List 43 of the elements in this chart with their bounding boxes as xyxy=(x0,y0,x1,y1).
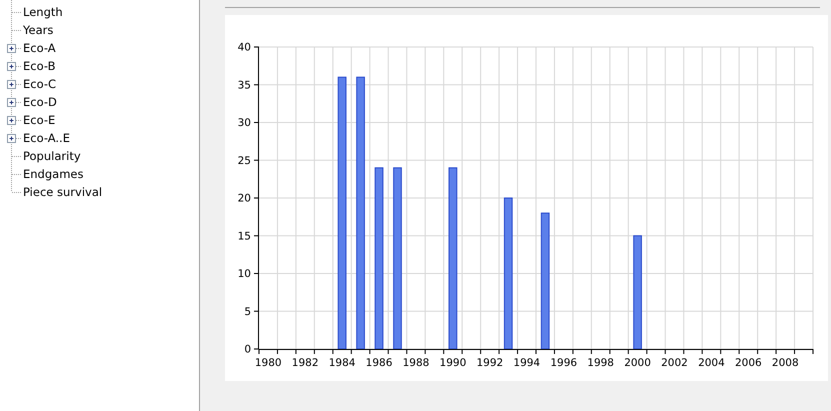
x-tick-label: 1994 xyxy=(513,357,540,369)
x-tick-label: 1980 xyxy=(254,357,282,369)
bar xyxy=(633,235,642,350)
text: Eco-E xyxy=(23,113,56,127)
bar xyxy=(338,76,346,350)
text: Piece survival xyxy=(23,185,102,199)
y-tick-label: 20 xyxy=(238,192,251,205)
x-tick-label: 2002 xyxy=(661,357,688,369)
y-tick-label: 35 xyxy=(238,79,251,92)
text: Eco-A xyxy=(23,41,56,55)
text: Length xyxy=(23,5,63,19)
x-tick-label: 1988 xyxy=(402,357,430,369)
bar xyxy=(356,76,365,350)
x-tick-label: 2008 xyxy=(772,357,799,369)
x-tick-label: 2000 xyxy=(624,357,651,369)
x-tick-label: 1982 xyxy=(292,357,319,369)
bar xyxy=(448,167,458,350)
x-tick-label: 1996 xyxy=(550,357,578,369)
x-tick-label: 1986 xyxy=(366,357,393,369)
x-tick-label: 2006 xyxy=(735,357,762,369)
x-tick-label: 1992 xyxy=(476,357,504,369)
x-tick-label: 2004 xyxy=(698,357,726,369)
text: Eco-A..E xyxy=(23,131,70,145)
x-tick-label: 1984 xyxy=(328,357,356,369)
text: Eco-D xyxy=(23,95,57,109)
text: Eco-B xyxy=(23,59,56,73)
bar xyxy=(540,212,550,350)
y-tick-label: 40 xyxy=(238,42,251,54)
x-tick-label: 1998 xyxy=(587,357,614,369)
y-tick-label: 5 xyxy=(244,306,251,318)
y-tick-label: 10 xyxy=(238,268,251,280)
bar xyxy=(374,167,384,350)
y-tick-label: 15 xyxy=(238,230,251,242)
text: Popularity xyxy=(23,149,81,163)
text: Endgames xyxy=(23,167,84,181)
text: Years xyxy=(22,23,54,37)
y-tick-label: 0 xyxy=(244,344,251,356)
y-tick-label: 30 xyxy=(238,117,251,130)
bar xyxy=(393,167,402,350)
y-tick-label: 25 xyxy=(238,154,251,167)
bar xyxy=(504,198,513,350)
x-tick-label: 1990 xyxy=(440,357,466,369)
text: Eco-C xyxy=(23,77,56,91)
